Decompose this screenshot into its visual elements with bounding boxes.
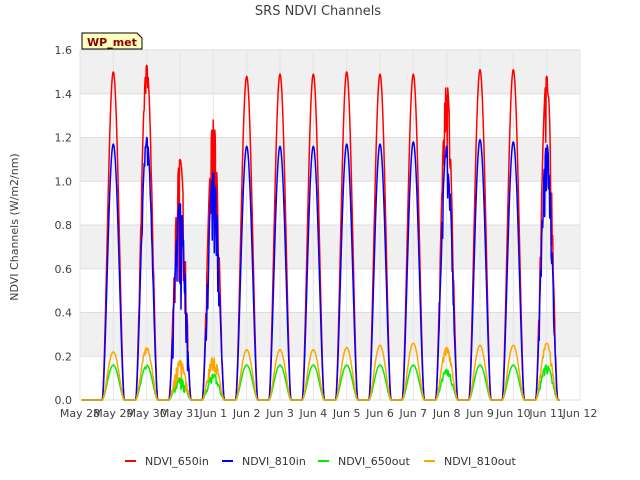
y-tick-label: 0.6	[55, 263, 73, 276]
y-tick-label: 1.2	[55, 132, 73, 145]
y-axis-label: NDVI Channels (W/m2/nm)	[8, 153, 21, 300]
plot-band	[80, 50, 580, 94]
plot-band	[80, 312, 580, 357]
x-tick-label: May 31	[160, 407, 200, 420]
series-lines	[81, 64, 560, 401]
plot-band	[80, 225, 580, 269]
plot-band	[80, 137, 580, 182]
x-tick-label: May 29	[93, 407, 133, 420]
y-axis-ticks: 0.0 0.2 0.4 0.6 0.8 1.0 1.2 1.4 1.6	[55, 44, 73, 407]
legend-label: NDVI_650out	[338, 455, 410, 468]
x-tick-label: Jun 6	[365, 407, 394, 420]
y-tick-label: 1.6	[55, 44, 73, 57]
legend-label: NDVI_810in	[242, 455, 306, 468]
legend: NDVI_650in NDVI_810in NDVI_650out NDVI_810o…	[125, 455, 516, 468]
x-tick-label: Jun 12	[562, 407, 598, 420]
x-tick-label: May 30	[127, 407, 167, 420]
y-tick-label: 0.8	[55, 219, 73, 232]
grid-lines	[79, 49, 581, 401]
watermark-badge: WP_met	[81, 32, 143, 50]
x-tick-label: Jun 10	[495, 407, 531, 420]
y-tick-label: 1.4	[55, 88, 73, 101]
legend-label: NDVI_810out	[444, 455, 516, 468]
series-line-ndvi-810out	[81, 342, 560, 401]
y-tick-label: 0.4	[55, 307, 73, 320]
x-tick-label: Jun 5	[332, 407, 361, 420]
y-tick-label: 0.0	[55, 394, 73, 407]
y-tick-label: 0.2	[55, 350, 73, 363]
watermark-text: WP_met	[87, 36, 137, 49]
x-tick-label: Jun 7	[398, 407, 427, 420]
chart-title: SRS NDVI Channels	[255, 4, 381, 19]
x-tick-label: Jun 1	[198, 407, 227, 420]
x-tick-label: Jun 8	[432, 407, 461, 420]
x-tick-label: Jun 9	[465, 407, 494, 420]
x-tick-label: Jun 3	[265, 407, 294, 420]
x-tick-label: Jun 2	[232, 407, 261, 420]
legend-label: NDVI_650in	[145, 455, 209, 468]
y-tick-label: 1.0	[55, 175, 73, 188]
x-tick-label: Jun 4	[298, 407, 327, 420]
x-tick-label: Jun 11	[528, 407, 564, 420]
x-tick-label: May 28	[60, 407, 100, 420]
